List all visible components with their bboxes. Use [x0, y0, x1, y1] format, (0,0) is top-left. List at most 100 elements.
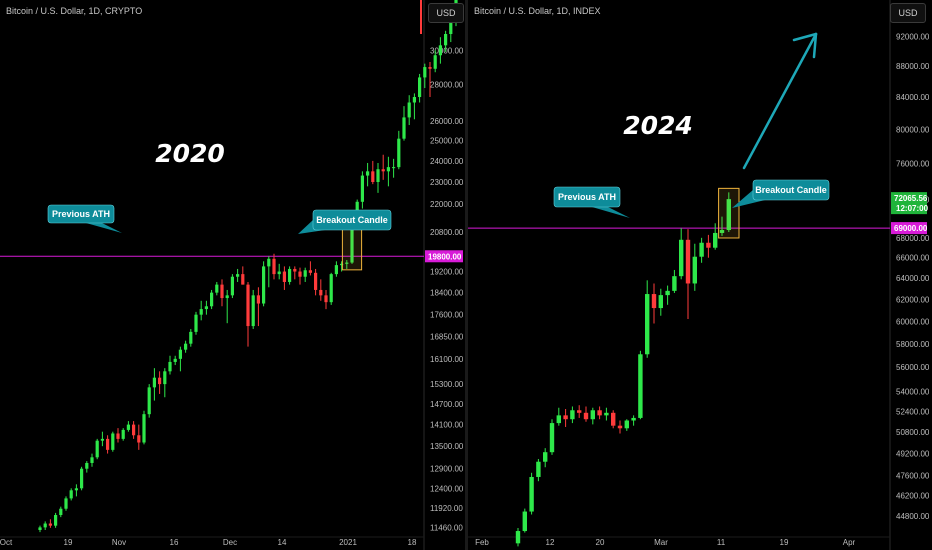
candle-body: [147, 387, 151, 415]
candle-body: [163, 371, 167, 385]
candle-body: [178, 349, 182, 359]
candle-body: [324, 295, 328, 303]
candle-body: [699, 242, 704, 257]
candle-body: [262, 266, 266, 304]
chart-2020-canvas[interactable]: 30000.00 28000.00 26000.00 25000.00 24000.00…: [0, 0, 466, 550]
candle-body: [392, 167, 396, 169]
currency-button-right[interactable]: USD: [890, 3, 926, 23]
candle-body: [38, 527, 42, 530]
price-tick-label: 12400.00: [430, 484, 464, 493]
date-tick-label: 14: [278, 538, 287, 547]
breakout-callout: [752, 179, 830, 201]
candle-body: [126, 424, 130, 430]
candle-body: [345, 262, 349, 264]
candle-body: [438, 45, 442, 56]
candle-body: [54, 515, 58, 526]
candle-body: [672, 276, 677, 291]
price-tick-label: 20800.00: [430, 228, 464, 237]
price-tick-label: 47600.00: [896, 472, 930, 481]
price-tick-label: 11460.00: [430, 523, 463, 532]
candle-body: [210, 292, 214, 307]
breakout-callout: [312, 209, 392, 231]
candle-body: [293, 268, 297, 272]
price-tick-label: 14700.00: [430, 400, 464, 409]
candle-body: [308, 270, 312, 273]
candle-body: [433, 55, 437, 69]
candle-body: [706, 242, 711, 248]
date-tick-label: 16: [170, 538, 179, 547]
candle-body: [423, 67, 427, 78]
candle-body: [418, 77, 422, 98]
countdown-label: 12:07:00: [896, 204, 929, 213]
candle-body: [334, 265, 338, 275]
price-tick-label: 13500.00: [430, 442, 464, 451]
candle-body: [651, 294, 657, 309]
price-tick-label: 62000.00: [896, 295, 930, 304]
candle-body: [184, 343, 188, 350]
candle-body: [106, 438, 110, 450]
candle-body: [522, 511, 527, 532]
candle-body: [152, 377, 156, 388]
candle-body: [658, 295, 663, 309]
price-tick-label: 28000.00: [430, 80, 464, 89]
candle-body: [624, 420, 629, 429]
candle-body: [74, 488, 78, 491]
date-tick-label: 19: [64, 538, 73, 547]
projection-arrow: [742, 32, 818, 170]
candle-body: [215, 284, 219, 293]
price-tick-label: 66000.00: [896, 254, 930, 263]
breakout-candle-label: Breakout Candle: [755, 185, 827, 195]
candle-body: [719, 230, 725, 233]
chart-panel-2024[interactable]: 92000.00 88000.00 84000.00 80000.00 76000.00…: [468, 0, 932, 550]
price-tick-label: 11920.00: [430, 504, 463, 513]
ath-price-label: 19800.00: [428, 252, 462, 261]
last-price-tag: [891, 192, 927, 215]
candle-body: [199, 309, 203, 315]
price-tick-label: 25000.00: [430, 137, 464, 146]
price-tick-label: 12900.00: [430, 465, 464, 474]
candle-body: [90, 457, 94, 463]
price-tick-label: 23000.00: [430, 178, 464, 187]
candle-body: [303, 270, 307, 277]
candle-body: [529, 476, 534, 512]
candle-body: [158, 377, 162, 385]
price-tick-label: 19200.00: [430, 268, 464, 277]
currency-button-left[interactable]: USD: [428, 3, 464, 23]
candle-body: [577, 410, 582, 413]
ath-price-tag: [891, 222, 927, 235]
candle-body: [412, 97, 416, 103]
candle-body: [597, 410, 602, 416]
price-tick-label: 88000.00: [896, 62, 930, 71]
date-tick-label: 19: [780, 538, 789, 547]
chart-panel-2020[interactable]: 30000.00 28000.00 26000.00 25000.00 24000.00…: [0, 0, 466, 550]
price-tick-label: 49200.00: [896, 450, 930, 459]
candle-body: [225, 295, 229, 299]
candle-body: [64, 498, 68, 509]
candle-body: [251, 295, 255, 327]
previous-ath-callout: [47, 204, 115, 224]
candle-body: [121, 429, 125, 439]
chart-2024-canvas[interactable]: 92000.00 88000.00 84000.00 80000.00 76000.00…: [468, 0, 932, 550]
price-tick-label: 24000.00: [430, 157, 464, 166]
candle-body: [360, 175, 364, 202]
candle-body: [43, 523, 47, 528]
candle-body: [536, 461, 541, 477]
candle-body: [319, 289, 323, 296]
candle-body: [444, 34, 448, 46]
candle-body: [277, 271, 281, 275]
date-tick-label: 12: [546, 538, 555, 547]
candle-body: [645, 294, 650, 355]
candle-body: [329, 274, 333, 303]
panel-divider[interactable]: [465, 0, 468, 550]
candle-body: [617, 425, 623, 429]
candle-body: [692, 256, 697, 284]
candle-body: [100, 438, 104, 441]
candle-body: [713, 232, 718, 248]
candle-body: [407, 102, 411, 118]
date-tick-label: Feb: [475, 538, 489, 547]
previous-ath-callout: [553, 186, 621, 208]
price-tick-label: 54000.00: [896, 387, 930, 396]
year-label: 2020: [155, 139, 225, 168]
candle-body: [590, 410, 595, 420]
price-tick-label: 52400.00: [896, 408, 930, 417]
